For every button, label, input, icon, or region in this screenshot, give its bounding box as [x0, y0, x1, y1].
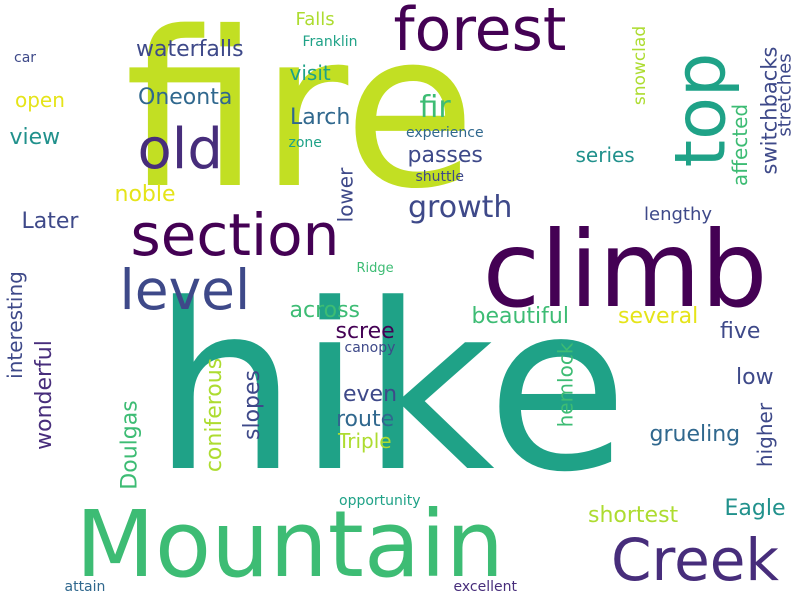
word-even: even — [343, 382, 398, 407]
word-forest: forest — [393, 0, 567, 65]
word-opportunity: opportunity — [339, 493, 421, 509]
word-section: section — [130, 201, 340, 269]
word-level: level — [119, 257, 251, 322]
word-fire: fire — [124, 0, 476, 236]
word-several: several — [618, 304, 699, 329]
word-slopes: slopes — [240, 370, 265, 440]
word-falls: Falls — [295, 9, 335, 30]
word-higher: higher — [753, 402, 778, 468]
word-lengthy: lengthy — [644, 204, 713, 225]
word-car: car — [14, 50, 37, 66]
word-affected: affected — [728, 103, 753, 187]
word-growth: growth — [408, 190, 513, 225]
word-canopy: canopy — [344, 340, 396, 356]
word-wonderful: wonderful — [31, 340, 57, 450]
word-hike: hike — [152, 256, 629, 523]
word-fir: fir — [419, 90, 451, 125]
word-snowclad: snowclad — [629, 25, 650, 105]
word-zone: zone — [288, 135, 322, 151]
word-visit: visit — [289, 61, 331, 85]
word-shuttle: shuttle — [415, 169, 465, 185]
word-passes: passes — [407, 143, 483, 168]
word-low: low — [736, 365, 774, 390]
word-mountain: Mountain — [75, 491, 505, 598]
word-route: route — [336, 407, 395, 432]
word-oneonta: Oneonta — [138, 85, 233, 110]
word-lower: lower — [332, 167, 357, 223]
word-open: open — [15, 88, 65, 112]
word-noble: noble — [114, 182, 176, 207]
word-climb: climb — [482, 208, 768, 331]
word-coniferous: coniferous — [202, 357, 228, 473]
word-grueling: grueling — [649, 422, 741, 447]
word-view: view — [9, 125, 61, 150]
word-stretches: stretches — [774, 53, 796, 137]
word-five: five — [720, 319, 761, 344]
word-doulgas: Doulgas — [117, 400, 143, 490]
word-interesting: interesting — [2, 271, 27, 379]
word-shortest: shortest — [588, 503, 679, 528]
word-top: top — [658, 52, 741, 168]
word-experience: experience — [406, 125, 484, 141]
word-series: series — [575, 143, 635, 167]
word-creek: Creek — [611, 526, 780, 594]
word-scree: scree — [335, 319, 395, 344]
word-ridge: Ridge — [356, 260, 394, 276]
word-attain: attain — [64, 579, 106, 595]
word-later: Later — [21, 209, 79, 234]
word-eagle: Eagle — [724, 496, 786, 521]
word-larch: Larch — [290, 105, 351, 130]
word-old: old — [137, 117, 223, 182]
word-triple: Triple — [338, 429, 392, 453]
word-franklin: Franklin — [302, 34, 358, 50]
word-excellent: excellent — [453, 579, 517, 595]
word-waterfalls: waterfalls — [136, 37, 244, 62]
word-beautiful: beautiful — [471, 304, 569, 329]
word-hemlock: hemlock — [552, 342, 577, 428]
word-across: across — [289, 298, 361, 323]
